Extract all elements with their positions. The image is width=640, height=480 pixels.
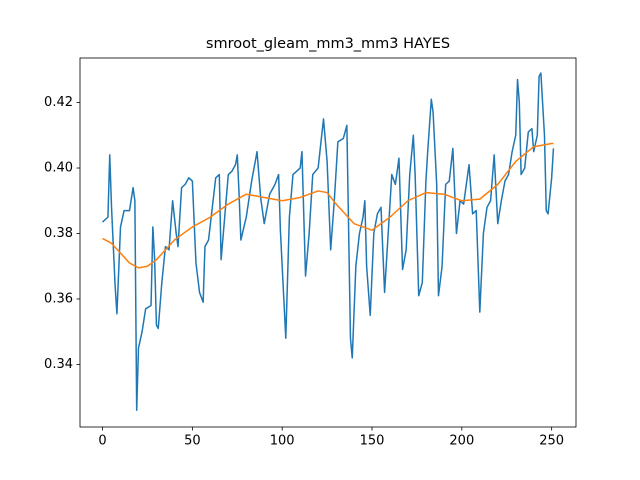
x-tick-label: 50: [184, 434, 201, 449]
y-tick-label: 0.40: [44, 161, 73, 176]
y-tick-label: 0.38: [44, 226, 73, 241]
line-series: [102, 142, 554, 269]
x-tick-label: 200: [449, 434, 474, 449]
y-tick-label: 0.42: [44, 95, 73, 110]
x-tick-label: 250: [539, 434, 564, 449]
y-tick-label: 0.36: [44, 291, 73, 306]
x-tick-label: 150: [360, 434, 385, 449]
line-series: [102, 72, 555, 412]
y-tick-label: 0.34: [44, 357, 73, 372]
x-tick-label: 100: [270, 434, 295, 449]
chart-title: smroot_gleam_mm3_mm3 HAYES: [206, 36, 450, 52]
x-tick-label: 0: [98, 434, 106, 449]
plot-frame: [79, 57, 577, 428]
